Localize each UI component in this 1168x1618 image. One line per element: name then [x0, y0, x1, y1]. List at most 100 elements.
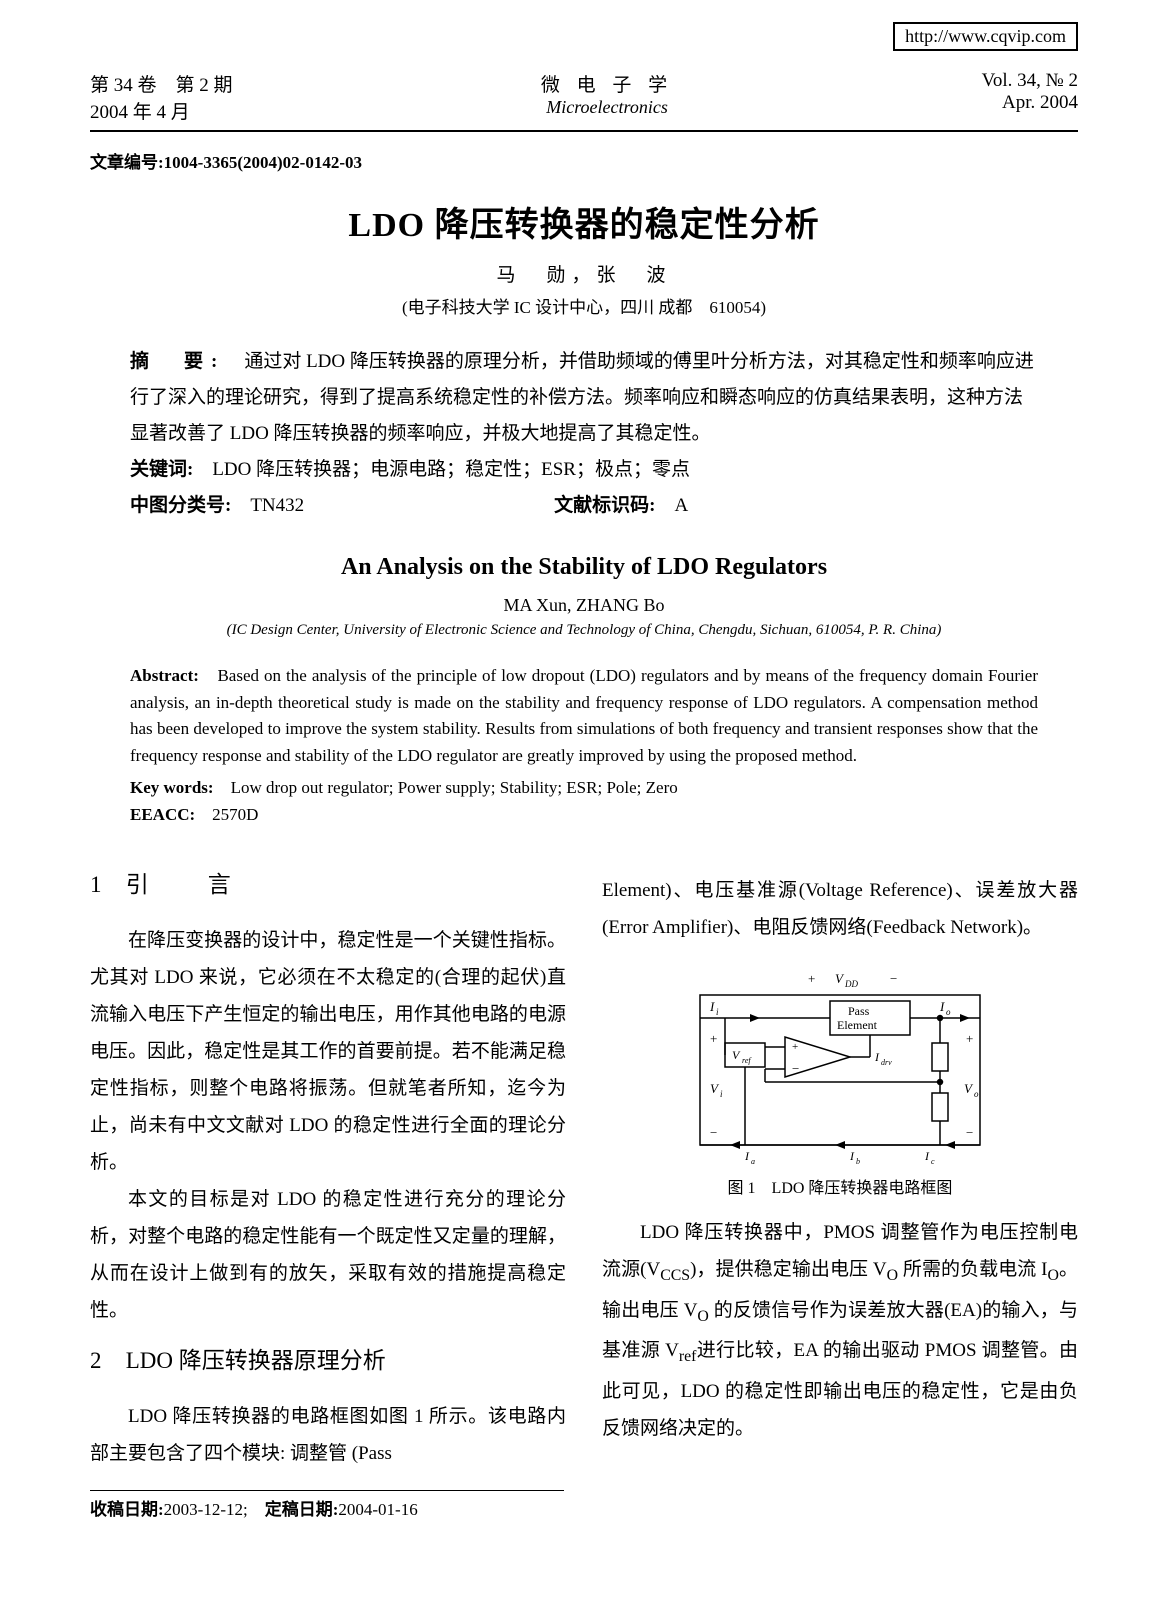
received-date: 2003-12-12;: [164, 1500, 265, 1519]
date-cn: 2004 年 4 月: [90, 97, 233, 124]
svg-text:i: i: [720, 1089, 723, 1099]
figure-1-caption: 图 1 LDO 降压转换器电路框图: [602, 1173, 1078, 1204]
svg-text:−: −: [890, 971, 897, 986]
svg-text:Pass: Pass: [848, 1004, 870, 1018]
final-label: 定稿日期:: [265, 1500, 339, 1519]
col2-p2-b-sub: O: [887, 1267, 898, 1284]
svg-text:−: −: [792, 1061, 799, 1076]
clc-value: TN432: [231, 495, 304, 516]
title-cn: LDO 降压转换器的稳定性分析: [90, 197, 1078, 246]
keywords-en-label: Key words:: [130, 778, 214, 797]
col2-para-1: Element)、电压基准源(Voltage Reference)、误差放大器(…: [602, 872, 1078, 946]
journal-name-en: Microelectronics: [541, 97, 673, 118]
section-1-title: 引 言: [126, 872, 249, 897]
header-rule: [90, 130, 1078, 132]
dates-footer: 收稿日期:2003-12-12; 定稿日期:2004-01-16: [90, 1490, 564, 1520]
figure-1: V DD + − Pass Element I i: [602, 965, 1078, 1204]
authors-en: MA Xun, ZHANG Bo: [90, 595, 1078, 616]
section-1-num: 1: [90, 863, 120, 908]
column-right: Element)、电压基准源(Voltage Reference)、误差放大器(…: [602, 853, 1078, 1472]
svg-text:+: +: [966, 1031, 973, 1046]
svg-text:+: +: [808, 971, 815, 986]
svg-text:i: i: [716, 1007, 719, 1017]
col2-para-2: LDO 降压转换器中，PMOS 调整管作为电压控制电流源(VCCS)，提供稳定输…: [602, 1214, 1078, 1447]
vol-issue-en: Vol. 34, № 2: [982, 70, 1078, 92]
col2-p2-e-sub: ref: [679, 1348, 697, 1365]
doc-code-label: 文献标识码:: [554, 495, 655, 516]
keywords-cn-text: LDO 降压转换器；电源电路；稳定性；ESR；极点；零点: [193, 459, 690, 480]
abstract-cn-block: 摘 要: 通过对 LDO 降压转换器的原理分析，并借助频域的傅里叶分析方法，对其…: [90, 344, 1078, 524]
abstract-en-text: Based on the analysis of the principle o…: [130, 666, 1038, 764]
svg-text:V: V: [732, 1048, 741, 1062]
column-left: 1 引 言 在降压变换器的设计中，稳定性是一个关键性指标。尤其对 LDO 来说，…: [90, 853, 566, 1472]
abstract-en-label: Abstract:: [130, 666, 199, 685]
doc-code: 文献标识码: A: [554, 488, 688, 524]
source-url: http://www.cqvip.com: [893, 22, 1078, 51]
abstract-cn: 摘 要: 通过对 LDO 降压转换器的原理分析，并借助频域的傅里叶分析方法，对其…: [130, 344, 1038, 452]
section-1-para-1: 在降压变换器的设计中，稳定性是一个关键性指标。尤其对 LDO 来说，它必须在不太…: [90, 922, 566, 1181]
section-2-heading: 2 LDO 降压转换器原理分析: [90, 1339, 566, 1384]
svg-text:I: I: [849, 1149, 855, 1163]
svg-text:a: a: [751, 1157, 755, 1165]
col2-p2-c-sub: O: [1047, 1267, 1058, 1284]
svg-text:I: I: [709, 999, 715, 1014]
authors-cn: 马 勋，张 波: [90, 260, 1078, 287]
svg-text:I: I: [939, 999, 945, 1014]
clc-label: 中图分类号:: [130, 495, 231, 516]
abstract-cn-label: 摘 要:: [130, 351, 225, 372]
article-id: 文章编号:1004-3365(2004)02-0142-03: [90, 148, 1078, 173]
article-id-value: 1004-3365(2004)02-0142-03: [164, 153, 362, 172]
svg-text:I: I: [924, 1149, 930, 1163]
col2-p2-c: 所需的负载电流 I: [898, 1259, 1047, 1280]
abstract-en: Abstract: Based on the analysis of the p…: [90, 663, 1078, 768]
date-en: Apr. 2004: [982, 92, 1078, 114]
svg-text:I: I: [874, 1050, 880, 1064]
body-columns: 1 引 言 在降压变换器的设计中，稳定性是一个关键性指标。尤其对 LDO 来说，…: [90, 853, 1078, 1472]
classification-row: 中图分类号: TN432 文献标识码: A: [130, 488, 1038, 524]
svg-text:I: I: [744, 1149, 750, 1163]
header-center: 微 电 子 学 Microelectronics: [541, 70, 673, 124]
eeacc: EEACC: 2570D: [90, 800, 1078, 825]
affiliation-en: (IC Design Center, University of Electro…: [90, 622, 1078, 639]
abstract-cn-text: 通过对 LDO 降压转换器的原理分析，并借助频域的傅里叶分析方法，对其稳定性和频…: [130, 351, 1034, 444]
header-left: 第 34 卷 第 2 期 2004 年 4 月: [90, 70, 233, 124]
eeacc-label: EEACC:: [130, 805, 195, 824]
section-1-heading: 1 引 言: [90, 863, 566, 908]
keywords-en-text: Low drop out regulator; Power supply; St…: [214, 778, 678, 797]
vol-issue-cn: 第 34 卷 第 2 期: [90, 70, 233, 97]
svg-text:V: V: [964, 1081, 974, 1096]
eeacc-value: 2570D: [195, 805, 258, 824]
svg-text:+: +: [710, 1031, 717, 1046]
keywords-en: Key words: Low drop out regulator; Power…: [90, 773, 1078, 798]
received-label: 收稿日期:: [90, 1500, 164, 1519]
svg-text:V: V: [710, 1081, 720, 1096]
svg-text:drv: drv: [881, 1058, 892, 1067]
col2-p2-d-sub: O: [697, 1308, 708, 1325]
section-2-para-1: LDO 降压转换器的电路框图如图 1 所示。该电路内部主要包含了四个模块: 调整…: [90, 1398, 566, 1472]
running-header: 第 34 卷 第 2 期 2004 年 4 月 微 电 子 学 Microele…: [90, 70, 1078, 124]
svg-text:+: +: [792, 1041, 798, 1053]
section-2-title: LDO 降压转换器原理分析: [126, 1348, 386, 1373]
col2-p2-b: )，提供稳定输出电压 V: [690, 1259, 887, 1280]
paper-page: http://www.cqvip.com 第 34 卷 第 2 期 2004 年…: [0, 0, 1168, 1618]
svg-text:o: o: [946, 1007, 951, 1017]
section-2-num: 2: [90, 1339, 120, 1384]
svg-text:DD: DD: [844, 979, 858, 989]
svg-text:o: o: [974, 1089, 979, 1099]
affiliation-cn: (电子科技大学 IC 设计中心，四川 成都 610054): [90, 293, 1078, 318]
keywords-cn-label: 关键词:: [130, 459, 193, 480]
svg-text:Element: Element: [837, 1018, 878, 1032]
keywords-cn: 关键词: LDO 降压转换器；电源电路；稳定性；ESR；极点；零点: [130, 452, 1038, 488]
svg-text:ref: ref: [742, 1056, 752, 1065]
svg-text:b: b: [856, 1157, 860, 1165]
col2-p2-a-sub: CCS: [660, 1267, 690, 1284]
final-date: 2004-01-16: [338, 1500, 417, 1519]
svg-text:−: −: [710, 1125, 717, 1140]
journal-name-cn: 微 电 子 学: [541, 70, 673, 97]
svg-text:−: −: [966, 1125, 973, 1140]
header-right: Vol. 34, № 2 Apr. 2004: [982, 70, 1078, 124]
article-id-label: 文章编号:: [90, 153, 164, 172]
title-en: An Analysis on the Stability of LDO Regu…: [90, 554, 1078, 581]
section-1-para-2: 本文的目标是对 LDO 的稳定性进行充分的理论分析，对整个电路的稳定性能有一个既…: [90, 1181, 566, 1329]
doc-code-value: A: [655, 495, 688, 516]
